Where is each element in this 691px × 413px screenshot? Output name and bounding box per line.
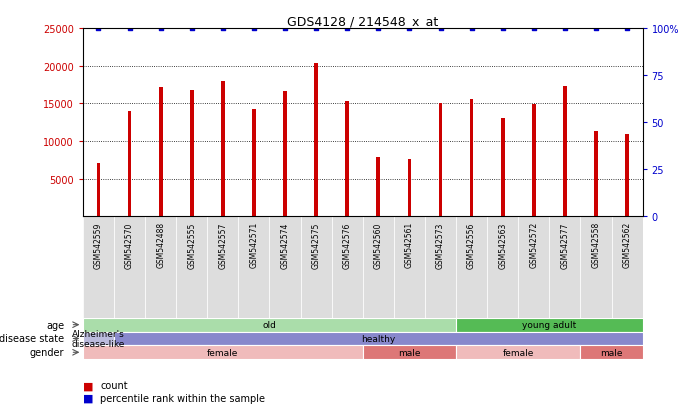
Text: GSM542573: GSM542573 <box>436 222 445 268</box>
Bar <box>301 217 332 318</box>
Bar <box>408 159 411 217</box>
Point <box>124 26 135 32</box>
Bar <box>377 157 380 217</box>
Bar <box>425 217 456 318</box>
Text: GSM542562: GSM542562 <box>623 222 632 268</box>
Bar <box>159 88 162 217</box>
Text: disease state: disease state <box>0 334 64 344</box>
Bar <box>332 217 363 318</box>
Point <box>621 26 632 32</box>
Bar <box>456 217 487 318</box>
Point <box>310 26 321 32</box>
Bar <box>97 164 100 217</box>
Bar <box>83 217 114 318</box>
Bar <box>563 87 567 217</box>
Bar <box>518 217 549 318</box>
Text: old: old <box>263 320 276 330</box>
Bar <box>145 217 176 318</box>
Text: age: age <box>46 320 64 330</box>
Bar <box>221 81 225 217</box>
Bar <box>346 102 349 217</box>
Bar <box>501 119 504 217</box>
Point <box>497 26 508 32</box>
Text: GSM542577: GSM542577 <box>560 222 569 268</box>
Text: GSM542488: GSM542488 <box>156 222 165 268</box>
Point <box>590 26 601 32</box>
Text: GSM542575: GSM542575 <box>312 222 321 268</box>
Point <box>249 26 260 32</box>
Bar <box>190 90 193 217</box>
Text: female: female <box>207 348 238 357</box>
Point <box>373 26 384 32</box>
Bar <box>580 346 643 359</box>
Point <box>559 26 570 32</box>
Bar <box>580 217 612 318</box>
Point <box>155 26 166 32</box>
Bar <box>363 346 456 359</box>
Text: GSM542576: GSM542576 <box>343 222 352 268</box>
Point <box>341 26 352 32</box>
Bar <box>363 217 394 318</box>
Text: GSM542558: GSM542558 <box>591 222 600 268</box>
Bar <box>314 64 318 217</box>
Text: GSM542556: GSM542556 <box>467 222 476 268</box>
Text: male: male <box>398 348 421 357</box>
Bar <box>128 112 131 217</box>
Text: female: female <box>502 348 534 357</box>
Text: percentile rank within the sample: percentile rank within the sample <box>100 393 265 403</box>
Bar <box>470 100 473 217</box>
Text: GSM542559: GSM542559 <box>94 222 103 268</box>
Text: GSM542555: GSM542555 <box>187 222 196 268</box>
Text: count: count <box>100 380 128 390</box>
Point <box>217 26 228 32</box>
Bar <box>394 217 425 318</box>
Bar <box>269 217 301 318</box>
Text: GSM542563: GSM542563 <box>498 222 507 268</box>
Text: ■: ■ <box>83 393 93 403</box>
Bar <box>83 346 363 359</box>
Title: GDS4128 / 214548_x_at: GDS4128 / 214548_x_at <box>287 15 438 28</box>
Bar <box>625 135 629 217</box>
Bar <box>549 217 580 318</box>
Bar <box>238 217 269 318</box>
Bar <box>114 332 643 346</box>
Bar <box>207 217 238 318</box>
Bar <box>83 318 456 332</box>
Text: young adult: young adult <box>522 320 576 330</box>
Bar <box>83 332 114 346</box>
Bar <box>456 318 643 332</box>
Text: GSM542574: GSM542574 <box>281 222 290 268</box>
Bar <box>532 105 536 217</box>
Point <box>186 26 198 32</box>
Bar <box>612 217 643 318</box>
Point <box>435 26 446 32</box>
Text: GSM542572: GSM542572 <box>529 222 538 268</box>
Bar <box>594 132 598 217</box>
Text: male: male <box>600 348 623 357</box>
Bar <box>283 92 287 217</box>
Point <box>279 26 290 32</box>
Bar <box>487 217 518 318</box>
Text: GSM542571: GSM542571 <box>249 222 258 268</box>
Bar <box>252 109 256 217</box>
Text: gender: gender <box>30 347 64 357</box>
Text: GSM542570: GSM542570 <box>125 222 134 268</box>
Text: ■: ■ <box>83 380 93 390</box>
Point <box>466 26 477 32</box>
Text: GSM542560: GSM542560 <box>374 222 383 268</box>
Text: GSM542557: GSM542557 <box>218 222 227 268</box>
Bar <box>439 104 442 217</box>
Point <box>404 26 415 32</box>
Bar <box>114 217 145 318</box>
Point <box>528 26 539 32</box>
Text: GSM542561: GSM542561 <box>405 222 414 268</box>
Bar <box>176 217 207 318</box>
Text: Alzheimer's
disease-like: Alzheimer's disease-like <box>72 329 125 348</box>
Bar <box>456 346 580 359</box>
Text: healthy: healthy <box>361 334 395 343</box>
Point <box>93 26 104 32</box>
